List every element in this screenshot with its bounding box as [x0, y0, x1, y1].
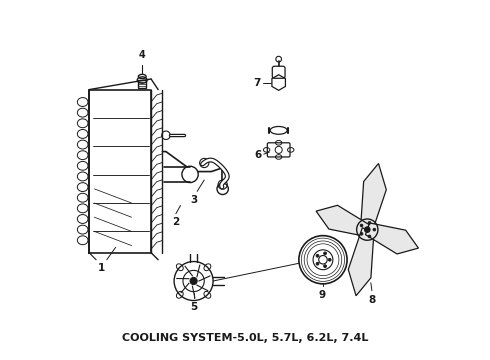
Circle shape — [328, 258, 331, 261]
Polygon shape — [316, 205, 369, 236]
Circle shape — [360, 224, 363, 227]
Text: 4: 4 — [139, 50, 146, 60]
Circle shape — [365, 227, 370, 233]
Text: 8: 8 — [368, 295, 375, 305]
Text: 1: 1 — [98, 263, 105, 273]
Text: 7: 7 — [254, 77, 261, 87]
Circle shape — [323, 265, 326, 267]
Polygon shape — [348, 228, 374, 296]
Text: 3: 3 — [190, 195, 197, 205]
Polygon shape — [361, 163, 386, 231]
Circle shape — [190, 278, 197, 284]
Text: 2: 2 — [172, 217, 179, 227]
Text: 9: 9 — [318, 290, 326, 300]
Circle shape — [368, 221, 371, 224]
Circle shape — [323, 252, 326, 255]
Circle shape — [360, 232, 363, 235]
Polygon shape — [366, 223, 418, 254]
Circle shape — [316, 262, 319, 265]
Text: 5: 5 — [190, 302, 197, 312]
Text: COOLING SYSTEM-5.0L, 5.7L, 6.2L, 7.4L: COOLING SYSTEM-5.0L, 5.7L, 6.2L, 7.4L — [122, 333, 368, 343]
Text: 6: 6 — [255, 150, 262, 160]
Circle shape — [316, 255, 319, 257]
Circle shape — [373, 228, 376, 231]
Bar — [138, 80, 147, 88]
Circle shape — [368, 235, 371, 238]
